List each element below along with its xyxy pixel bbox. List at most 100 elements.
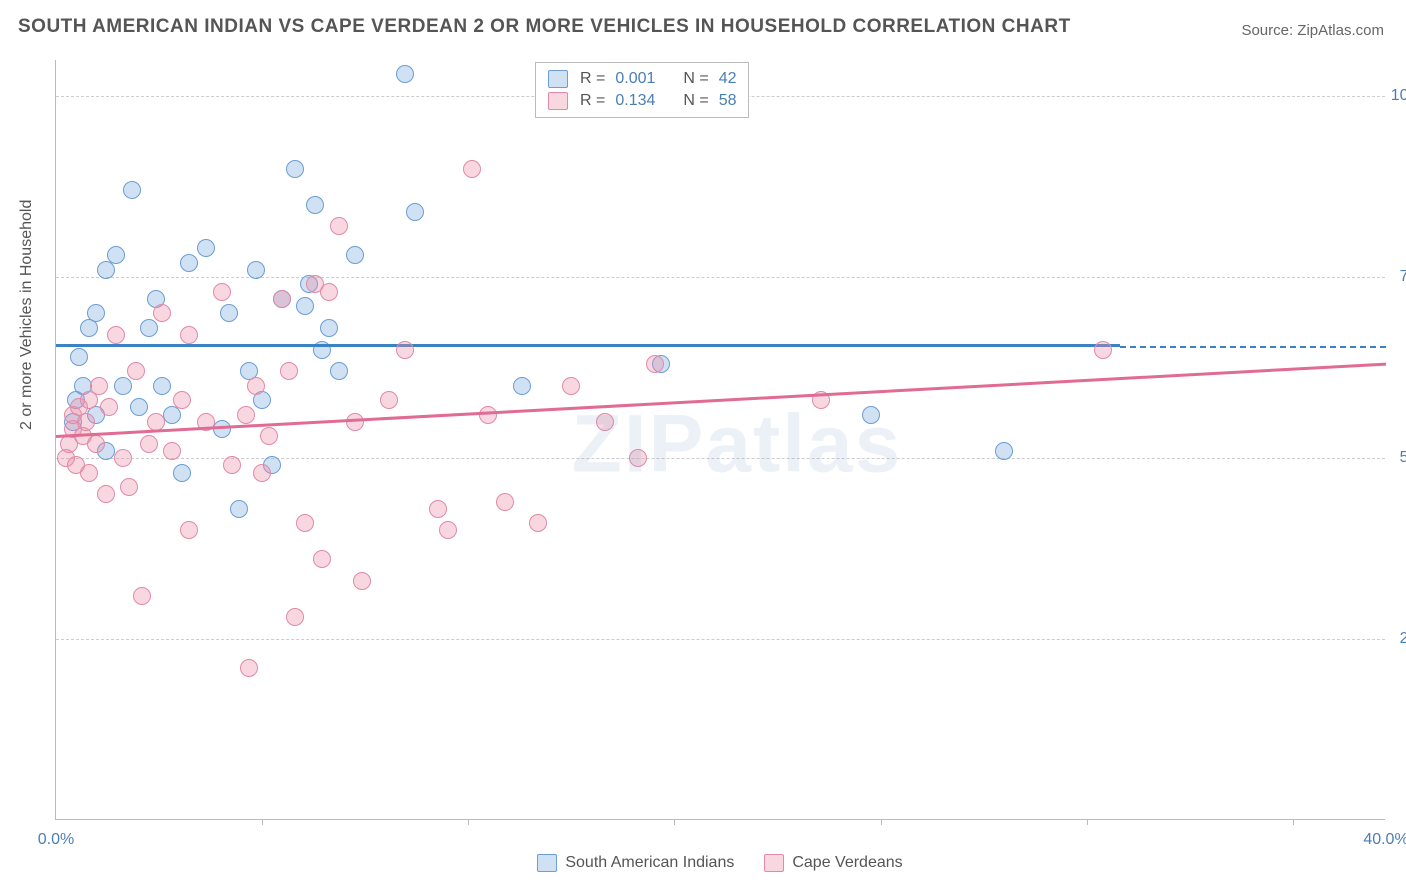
data-point [253, 464, 271, 482]
data-point [180, 521, 198, 539]
data-point [163, 442, 181, 460]
data-point [286, 160, 304, 178]
data-point [173, 391, 191, 409]
data-point [100, 398, 118, 416]
swatch-icon [548, 92, 568, 110]
data-point [280, 362, 298, 380]
legend-item-series-1: South American Indians [537, 854, 734, 872]
data-point [153, 304, 171, 322]
data-point [463, 160, 481, 178]
data-point [87, 304, 105, 322]
data-point [330, 217, 348, 235]
n-value: 58 [719, 92, 737, 110]
data-point [240, 659, 258, 677]
data-point [396, 341, 414, 359]
r-label: R = [580, 70, 605, 88]
data-point [330, 362, 348, 380]
x-tick-mark [674, 819, 675, 825]
data-point [133, 587, 151, 605]
x-tick-mark [881, 819, 882, 825]
data-point [995, 442, 1013, 460]
data-point [313, 550, 331, 568]
y-tick-label: 25.0% [1390, 630, 1406, 648]
data-point [180, 254, 198, 272]
data-point [346, 246, 364, 264]
data-point [220, 304, 238, 322]
data-point [380, 391, 398, 409]
data-point [77, 413, 95, 431]
y-tick-label: 75.0% [1390, 268, 1406, 286]
x-tick-mark [1293, 819, 1294, 825]
data-point [862, 406, 880, 424]
data-point [296, 297, 314, 315]
data-point [180, 326, 198, 344]
data-point [223, 456, 241, 474]
data-point [197, 239, 215, 257]
data-point [273, 290, 291, 308]
data-point [97, 485, 115, 503]
data-point [296, 514, 314, 532]
data-point [496, 493, 514, 511]
n-label: N = [683, 92, 708, 110]
watermark: ZIPatlas [572, 397, 902, 491]
legend-row-series-2: R = 0.134 N = 58 [548, 90, 736, 112]
y-tick-label: 50.0% [1390, 449, 1406, 467]
data-point [114, 449, 132, 467]
data-point [313, 341, 331, 359]
data-point [114, 377, 132, 395]
data-point [396, 65, 414, 83]
trend-line [56, 344, 1120, 347]
data-point [247, 377, 265, 395]
data-point [127, 362, 145, 380]
legend-label: South American Indians [565, 854, 734, 872]
data-point [439, 521, 457, 539]
data-point [513, 377, 531, 395]
data-point [120, 478, 138, 496]
swatch-icon [537, 854, 557, 872]
y-tick-label: 100.0% [1390, 87, 1406, 105]
gridline-h [56, 639, 1385, 640]
data-point [230, 500, 248, 518]
data-point [306, 196, 324, 214]
data-point [629, 449, 647, 467]
correlation-legend: R = 0.001 N = 42 R = 0.134 N = 58 [535, 62, 749, 118]
swatch-icon [548, 70, 568, 88]
chart-title: SOUTH AMERICAN INDIAN VS CAPE VERDEAN 2 … [18, 16, 1071, 38]
data-point [320, 319, 338, 337]
legend-label: Cape Verdeans [792, 854, 902, 872]
data-point [320, 283, 338, 301]
data-point [173, 464, 191, 482]
r-label: R = [580, 92, 605, 110]
data-point [596, 413, 614, 431]
series-legend: South American Indians Cape Verdeans [55, 854, 1385, 872]
n-label: N = [683, 70, 708, 88]
r-value: 0.001 [615, 70, 665, 88]
n-value: 42 [719, 70, 737, 88]
x-tick-mark [1087, 819, 1088, 825]
x-tick-mark [262, 819, 263, 825]
data-point [107, 326, 125, 344]
data-point [1094, 341, 1112, 359]
y-axis-label: 2 or more Vehicles in Household [18, 200, 36, 430]
data-point [406, 203, 424, 221]
data-point [237, 406, 255, 424]
data-point [213, 283, 231, 301]
gridline-h [56, 458, 1385, 459]
source-label: Source: ZipAtlas.com [1241, 22, 1384, 39]
scatter-chart: ZIPatlas 25.0%50.0%75.0%100.0%0.0%40.0% [55, 60, 1385, 820]
data-point [646, 355, 664, 373]
x-tick-label: 0.0% [38, 831, 74, 849]
data-point [130, 398, 148, 416]
data-point [260, 427, 278, 445]
data-point [153, 377, 171, 395]
legend-item-series-2: Cape Verdeans [764, 854, 902, 872]
data-point [80, 464, 98, 482]
legend-row-series-1: R = 0.001 N = 42 [548, 68, 736, 90]
r-value: 0.134 [615, 92, 665, 110]
data-point [353, 572, 371, 590]
data-point [90, 377, 108, 395]
data-point [107, 246, 125, 264]
x-tick-mark [468, 819, 469, 825]
data-point [429, 500, 447, 518]
data-point [562, 377, 580, 395]
